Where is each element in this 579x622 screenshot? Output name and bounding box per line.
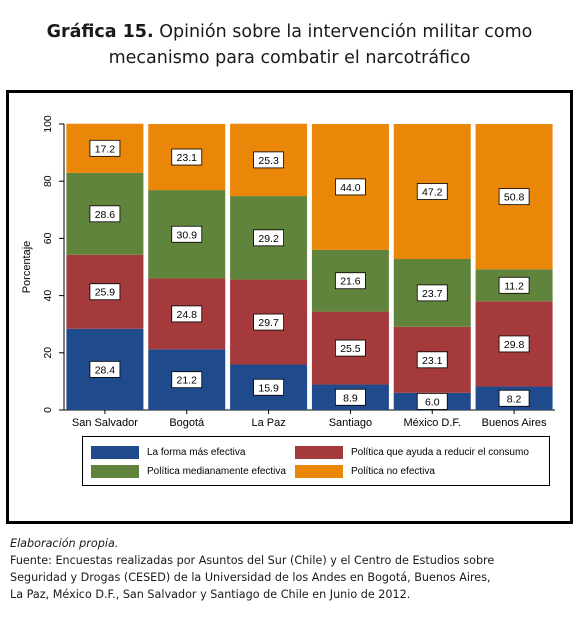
data-label: 25.5	[340, 343, 361, 355]
data-label: 44.0	[340, 182, 361, 194]
data-label-box	[89, 360, 121, 378]
data-label: 29.8	[504, 339, 525, 351]
legend-swatch-reduce-consumo	[295, 446, 343, 459]
chart-notes: Elaboración propia. Fuente: Encuestas re…	[10, 535, 575, 603]
x-tick-label: Buenos Aires	[482, 417, 547, 429]
data-label: 28.4	[95, 364, 116, 376]
data-label: 24.8	[177, 309, 198, 321]
chart-title-number: Gráfica 15.	[46, 22, 154, 42]
data-label-box	[253, 151, 284, 169]
data-label: 28.6	[95, 209, 116, 221]
x-tick-label: San Salvador	[72, 417, 138, 429]
data-label-box	[89, 283, 121, 301]
data-label: 23.1	[177, 152, 198, 164]
data-label-box	[253, 313, 284, 331]
chart-title-line-1: Gráfica 15. Opinión sobre la intervenció…	[0, 20, 579, 44]
data-label-box	[416, 183, 448, 200]
y-tick-label: 40	[42, 290, 54, 302]
data-label-box	[498, 335, 530, 353]
data-label: 47.2	[422, 186, 443, 198]
data-label: 15.9	[258, 382, 279, 394]
data-label-box	[498, 188, 530, 206]
note-fuente-2: Seguridad y Drogas (CESED) de la Univers…	[10, 571, 491, 584]
data-label-box	[335, 339, 366, 357]
x-tick-label: México D.F.	[404, 417, 461, 429]
chart-title-line-2: mecanismo para combatir el narcotráfico	[0, 46, 579, 70]
y-axis-title: Porcentaje	[21, 241, 33, 294]
data-label: 50.8	[504, 192, 525, 204]
data-label: 8.9	[343, 392, 358, 404]
data-label-box	[335, 388, 366, 406]
data-label-box	[171, 225, 203, 243]
chart-legend: La forma más efectiva Política que ayuda…	[82, 436, 550, 486]
data-label: 23.7	[422, 288, 443, 300]
note-fuente-1: Fuente: Encuestas realizadas por Asuntos…	[10, 554, 495, 567]
data-label-box	[335, 178, 366, 196]
data-label: 11.2	[504, 280, 524, 292]
data-label: 29.7	[258, 317, 279, 329]
data-label: 29.2	[258, 233, 279, 245]
data-label: 23.1	[422, 355, 443, 367]
y-tick-label: 0	[42, 407, 54, 413]
data-label: 25.3	[258, 155, 279, 167]
data-label-box	[253, 229, 284, 247]
data-label-box	[89, 205, 121, 223]
data-label: 21.2	[177, 375, 198, 387]
data-label-box	[498, 276, 530, 294]
legend-swatch-medianamente-efectiva	[91, 465, 139, 478]
legend-swatch-no-efectiva	[295, 465, 343, 478]
note-fuente-3: La Paz, México D.F., San Salvador y Sant…	[10, 588, 411, 601]
data-label: 21.6	[340, 276, 361, 288]
legend-swatch-forma-mas-efectiva	[91, 446, 139, 459]
legend-label-no-efectiva: Política no efectiva	[351, 466, 435, 477]
data-label: 25.9	[95, 287, 116, 299]
legend-label-reduce-consumo: Política que ayuda a reducir el consumo	[351, 447, 529, 458]
data-label-box	[171, 371, 203, 389]
data-label-box	[171, 305, 203, 323]
data-label: 8.2	[507, 393, 522, 405]
y-tick-label: 60	[42, 232, 54, 244]
chart-title-text-2: mecanismo para combatir el narcotráfico	[108, 48, 471, 68]
data-label-box	[89, 139, 121, 157]
y-tick-label: 20	[42, 347, 54, 359]
legend-label-medianamente-efectiva: Política medianamente efectiva	[147, 466, 286, 477]
data-label-box	[171, 148, 203, 166]
data-label-box	[416, 284, 448, 302]
x-tick-label: La Paz	[251, 417, 285, 429]
chart-title-text-1: Opinión sobre la intervención militar co…	[159, 22, 533, 42]
data-label: 6.0	[425, 396, 440, 408]
y-tick-label: 100	[42, 115, 54, 133]
data-label-box	[416, 393, 448, 410]
y-tick-label: 80	[42, 175, 54, 187]
data-label: 30.9	[177, 229, 198, 241]
legend-label-forma-mas-efectiva: La forma más efectiva	[147, 447, 246, 458]
data-label-box	[416, 351, 448, 369]
x-tick-label: Santiago	[329, 417, 372, 429]
data-label-box	[335, 272, 366, 290]
data-label-box	[253, 378, 284, 396]
data-label: 17.2	[95, 143, 116, 155]
data-label-box	[498, 389, 530, 407]
note-elaboracion: Elaboración propia.	[10, 537, 119, 550]
x-tick-label: Bogotá	[169, 417, 205, 429]
